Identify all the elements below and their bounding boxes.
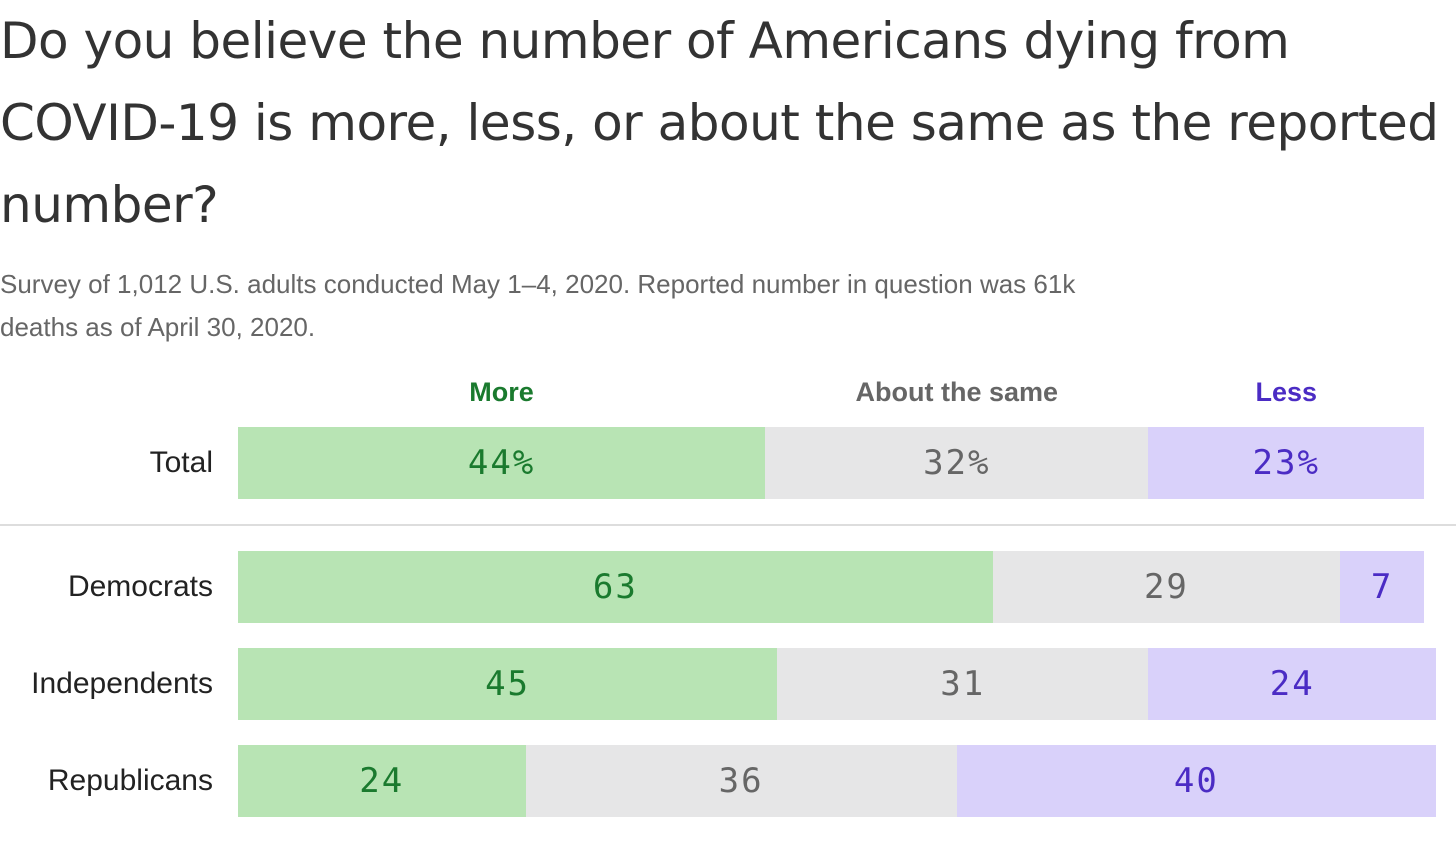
bar-segment-total-more: 44% [238, 427, 766, 499]
bar-segment-democrats-more: 63 [238, 551, 993, 623]
row-label-total: Total [149, 446, 213, 479]
bar-segment-independents-about-the-same: 31 [777, 648, 1149, 720]
bar-segment-republicans-about-the-same: 36 [525, 745, 957, 817]
row-label-independents: Independents [31, 667, 213, 700]
bar-segment-independents-less: 24 [1148, 648, 1436, 720]
bar-democrats: 63 29 7 [238, 551, 1436, 623]
bar-segment-democrats-less: 7 [1340, 551, 1425, 623]
row-label-democrats: Democrats [67, 570, 213, 603]
bar-independents: 45 31 24 [238, 648, 1436, 720]
bar-total: 44% 32% 23% [238, 427, 1436, 499]
row-label-republicans: Republicans [47, 764, 213, 797]
column-header-about-the-same: About the same [855, 377, 1059, 407]
bar-segment-total-about-the-same: 32% [765, 427, 1149, 499]
column-header-less: Less [1255, 377, 1317, 407]
chart-title: Do you believe the number of Americans d… [0, 12, 1439, 234]
bar-segment-total-less: 23% [1148, 427, 1424, 499]
column-header-more: More [469, 377, 534, 407]
total-divider [0, 524, 1456, 526]
bar-republicans: 24 36 40 [238, 745, 1436, 817]
bar-segment-republicans-more: 24 [238, 745, 526, 817]
bar-segment-republicans-less: 40 [956, 745, 1436, 817]
bar-segment-democrats-about-the-same: 29 [992, 551, 1341, 623]
chart-subtitle: Survey of 1,012 U.S. adults conducted Ma… [0, 269, 1076, 342]
bar-segment-independents-more: 45 [238, 648, 778, 720]
